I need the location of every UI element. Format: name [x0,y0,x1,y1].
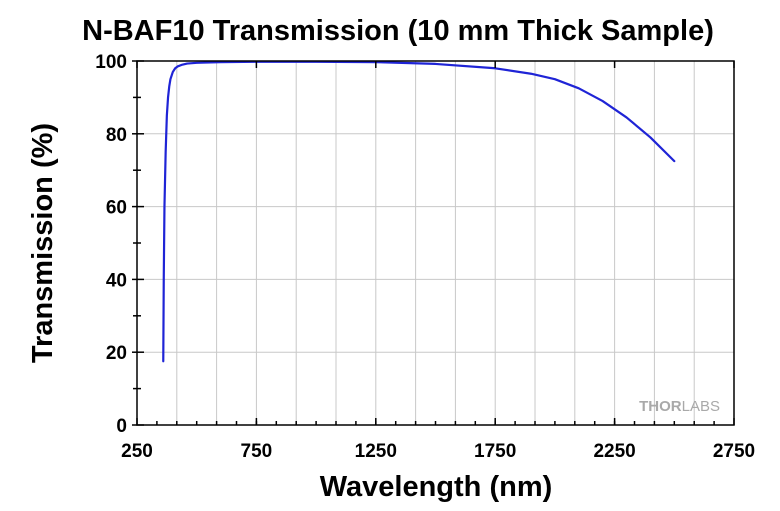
thorlabs-watermark: THORLABS [639,398,720,415]
chart-title: N-BAF10 Transmission (10 mm Thick Sample… [82,15,714,47]
series-line-0 [162,60,676,363]
plot-frame [136,60,735,426]
y-tick-label: 0 [116,416,127,437]
y-tick-label: 60 [106,198,127,219]
y-tick-label: 80 [106,125,127,146]
watermark-labs: LABS [682,398,720,415]
svg-text:THORLABS: THORLABS [639,398,720,415]
y-tick-label: 20 [106,343,127,364]
y-tick-label: 40 [106,270,127,291]
y-tick-label: 100 [95,52,127,73]
y-axis-label: Transmission (%) [27,123,59,363]
grid [137,61,734,425]
x-tick-labels: 250 750 1250 1750 2250 2750 [121,441,755,462]
x-axis-label: Wavelength (nm) [320,471,553,503]
axis-ticks [132,60,735,426]
y-tick-labels: 0 20 40 60 80 100 [95,52,127,437]
x-tick-label: 750 [241,441,273,462]
x-tick-label: 250 [121,441,153,462]
x-tick-label: 1250 [355,441,397,462]
watermark-thor: THOR [639,398,682,415]
data-series [162,60,676,363]
x-tick-label: 2750 [713,441,755,462]
x-tick-label: 2250 [593,441,635,462]
x-tick-label: 1750 [474,441,516,462]
